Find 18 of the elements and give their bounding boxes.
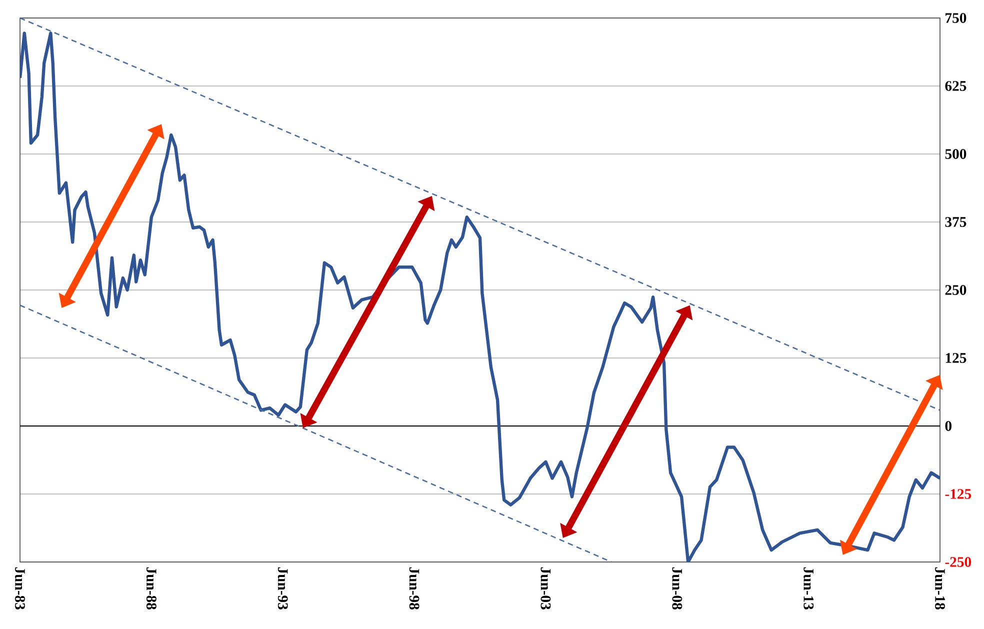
- y-tick-label: 625: [945, 81, 966, 91]
- x-tick-label: Jun-13: [804, 567, 814, 610]
- y-tick-label: 0: [945, 421, 952, 431]
- x-tick-label: Jun-08: [672, 567, 682, 610]
- y-tick-label: -250: [945, 557, 972, 567]
- x-tick-label: Jun-98: [409, 567, 420, 610]
- y-tick-label: 250: [945, 285, 966, 295]
- x-tick-label: Jun-18: [935, 567, 945, 610]
- y-tick-label: -125: [945, 489, 972, 499]
- x-tick-label: Jun-88: [146, 567, 156, 610]
- x-tick-label: Jun-83: [15, 567, 25, 610]
- line-series: [20, 32, 940, 562]
- x-tick-label: Jun-93: [278, 567, 288, 610]
- y-tick-label: 750: [946, 13, 966, 23]
- x-tick-label: Jun-03: [540, 567, 551, 610]
- y-tick-label: 375: [945, 217, 966, 227]
- y-tick-label: 125: [946, 353, 966, 363]
- y-tick-label: 500: [945, 149, 966, 159]
